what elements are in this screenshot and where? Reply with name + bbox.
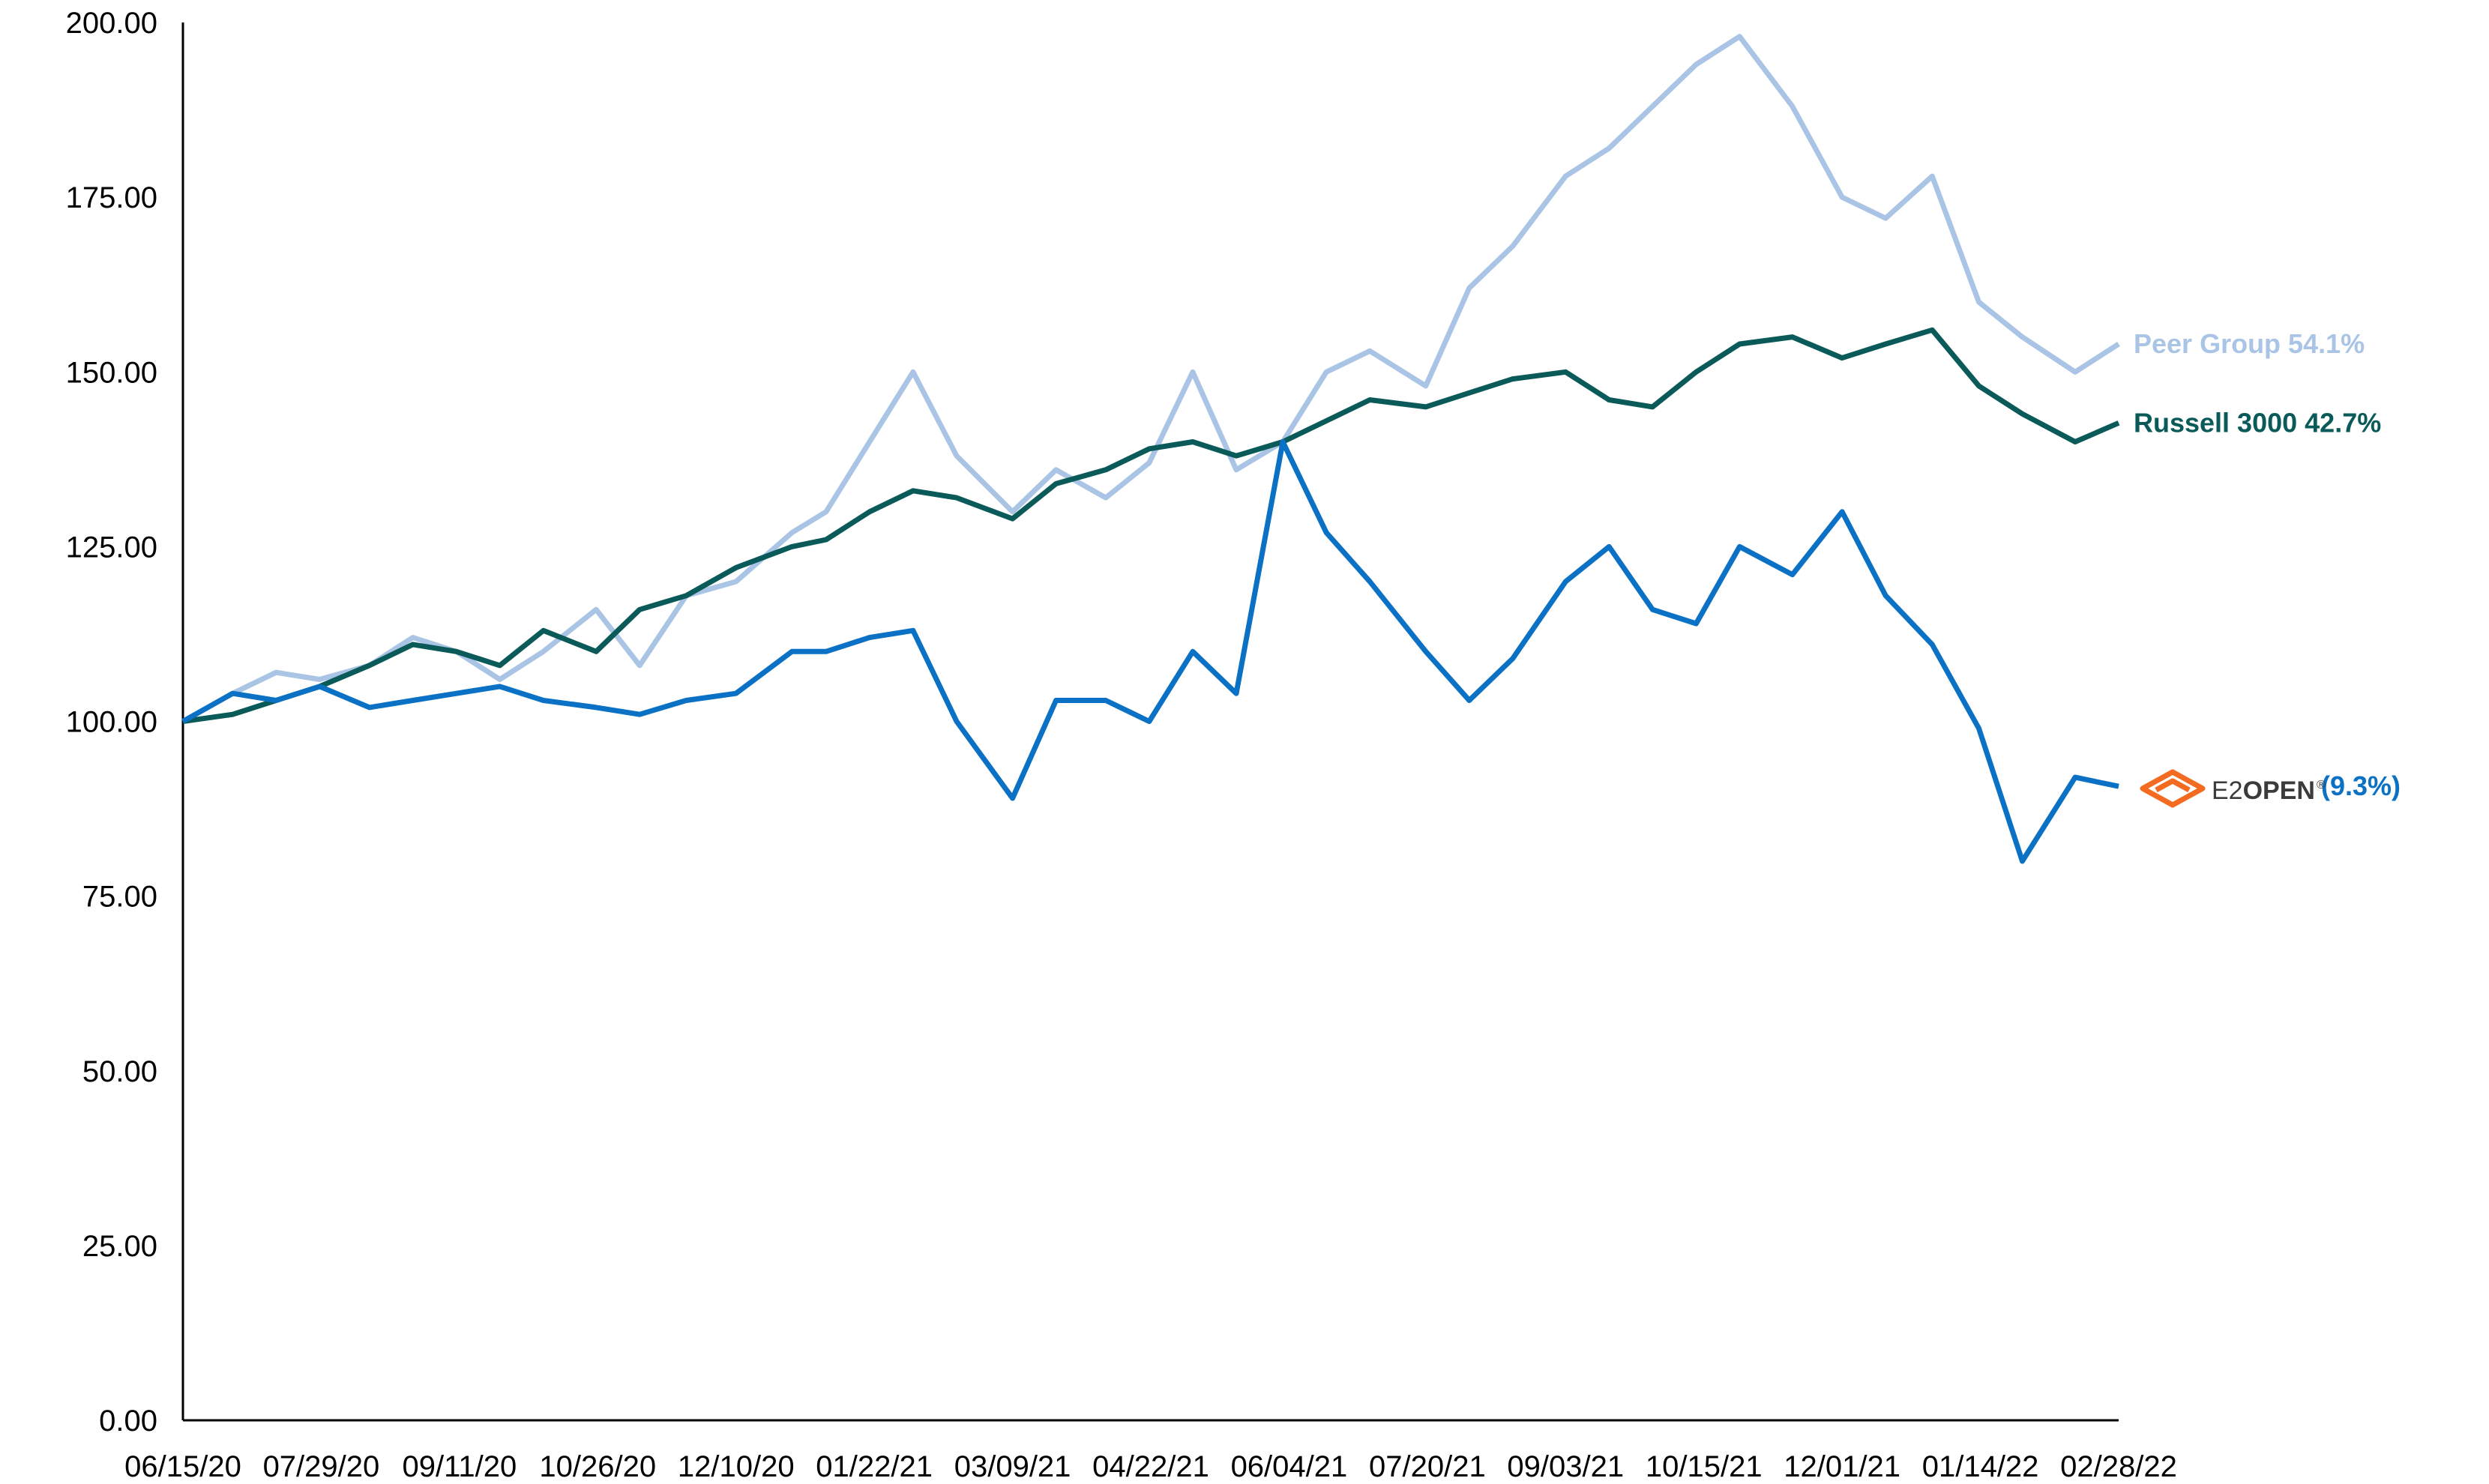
series-line-russell-3000: [182, 327, 2120, 724]
series-lines: [181, 34, 2120, 864]
series-end-label: (9.3%): [2321, 770, 2401, 801]
y-tick-label: 50.00: [82, 1055, 157, 1088]
y-tick-label: 25.00: [82, 1230, 157, 1263]
x-tick-label: 10/26/20: [539, 1450, 656, 1483]
series-end-label: Russell 3000 42.7%: [2134, 407, 2381, 438]
x-tick-label: 04/22/21: [1092, 1450, 1209, 1483]
series-end-label: Peer Group 54.1%: [2134, 328, 2365, 359]
series-line-e2open: [181, 439, 2119, 864]
series-end-labels: Peer Group 54.1% Russell 3000 42.7% (9.3%): [2134, 328, 2401, 801]
y-tick-labels: 0.00 25.00 50.00 75.00 100.00 125.00 150.00 175…: [66, 7, 157, 1438]
x-tick-label: 12/10/20: [678, 1450, 795, 1483]
x-tick-label: 06/15/20: [124, 1450, 241, 1483]
e2open-logo-text: E2OPEN ®: [2212, 776, 2326, 805]
y-tick-label: 200.00: [66, 7, 157, 40]
x-tick-label: 06/04/21: [1231, 1450, 1348, 1483]
e2open-logo: E2OPEN ®: [2140, 769, 2326, 808]
y-tick-label: 100.00: [66, 706, 157, 739]
y-tick-label: 125.00: [66, 531, 157, 564]
y-tick-label: 150.00: [66, 356, 157, 389]
y-tick-label: 75.00: [82, 881, 157, 914]
x-tick-label: 09/11/20: [402, 1450, 517, 1483]
x-tick-label: 01/14/22: [1922, 1450, 2039, 1483]
y-tick-label: 175.00: [66, 181, 157, 214]
x-tick-label: 02/28/22: [2060, 1450, 2177, 1483]
x-tick-labels: 06/15/20 07/29/20 09/11/20 10/26/20 12/10/20…: [124, 1450, 2177, 1483]
x-tick-label: 03/09/21: [954, 1450, 1071, 1483]
x-tick-label: 12/01/21: [1784, 1450, 1900, 1483]
y-tick-label: 0.00: [99, 1405, 157, 1438]
x-tick-label: 07/29/20: [263, 1450, 380, 1483]
chart-axes: 0.00 25.00 50.00 75.00 100.00 125.00 150.00 175…: [66, 7, 2177, 1483]
x-tick-label: 07/20/21: [1369, 1450, 1486, 1483]
series-line-peer-group: [181, 34, 2120, 724]
x-tick-label: 01/22/21: [816, 1450, 933, 1483]
x-tick-label: 09/03/21: [1507, 1450, 1624, 1483]
x-tick-label: 10/15/21: [1646, 1450, 1763, 1483]
e2open-chevron-logo-icon: [2140, 769, 2206, 808]
